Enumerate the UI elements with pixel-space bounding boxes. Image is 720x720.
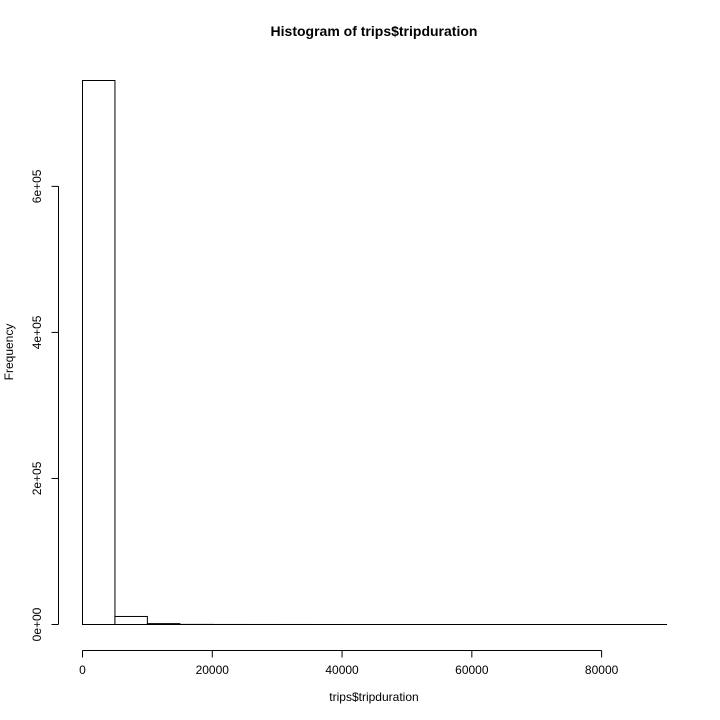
histogram-bar <box>115 616 147 624</box>
x-axis: 0 20000 40000 60000 80000 <box>79 651 618 678</box>
histogram-bar <box>147 624 179 625</box>
x-tick-label: 80000 <box>585 663 619 677</box>
x-tick-label: 0 <box>79 663 86 677</box>
x-tick-label: 60000 <box>455 663 489 677</box>
y-tick-label: 0e+00 <box>30 607 44 641</box>
x-tick-label: 20000 <box>196 663 230 677</box>
y-axis-label: Frequency <box>2 324 16 381</box>
bars-group <box>83 81 667 625</box>
x-axis-label: trips$tripduration <box>329 690 418 704</box>
x-tick-label: 40000 <box>325 663 359 677</box>
y-axis: 0e+00 2e+05 4e+05 6e+05 <box>30 169 59 641</box>
y-tick-label: 4e+05 <box>30 315 44 349</box>
chart-title: Histogram of trips$tripduration <box>271 23 478 39</box>
y-tick-label: 2e+05 <box>30 461 44 495</box>
histogram-bar <box>83 81 115 625</box>
y-tick-label: 6e+05 <box>30 169 44 203</box>
